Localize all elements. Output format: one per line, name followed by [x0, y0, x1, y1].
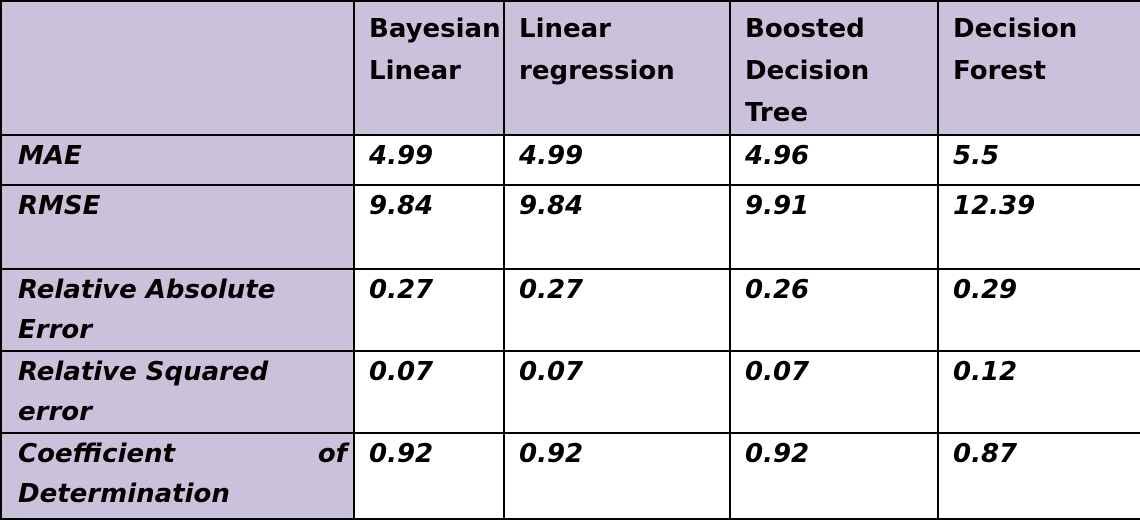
cell-coef-decision-forest: 0.87 — [937, 432, 1140, 520]
cell-rmse-linear-regression: 9.84 — [503, 184, 731, 270]
cell-rae-decision-forest: 0.29 — [937, 268, 1140, 352]
table-row-relative-absolute-error: Relative Absolute Error 0.27 0.27 0.26 0… — [0, 268, 1140, 352]
cell-rse-boosted-decision-tree: 0.07 — [729, 350, 939, 434]
row-label-relative-absolute-error: Relative Absolute Error — [0, 268, 355, 352]
cell-rmse-decision-forest: 12.39 — [937, 184, 1140, 270]
cell-mae-decision-forest: 5.5 — [937, 134, 1140, 186]
table-row-coefficient-of-determination: Coefficient of Determination 0.92 0.92 0… — [0, 432, 1140, 520]
cell-coef-bayesian-linear: 0.92 — [353, 432, 505, 520]
table-row-relative-squared-error: Relative Squared error 0.07 0.07 0.07 0.… — [0, 350, 1140, 434]
row-label-word-determination: Determination — [18, 479, 230, 509]
cell-rmse-boosted-decision-tree: 9.91 — [729, 184, 939, 270]
table-row-mae: MAE 4.99 4.99 4.96 5.5 — [0, 134, 1140, 186]
cell-mae-bayesian-linear: 4.99 — [353, 134, 505, 186]
header-boosted-decision-tree: Boosted Decision Tree — [729, 0, 939, 136]
header-corner-cell — [0, 0, 355, 136]
cell-coef-linear-regression: 0.92 — [503, 432, 731, 520]
header-linear-regression: Linear regression — [503, 0, 731, 136]
row-label-mae: MAE — [0, 134, 355, 186]
row-label-word-coefficient: Coefficient — [18, 439, 176, 469]
cell-rse-decision-forest: 0.12 — [937, 350, 1140, 434]
header-bayesian-linear: Bayesian Linear — [353, 0, 505, 136]
cell-mae-boosted-decision-tree: 4.96 — [729, 134, 939, 186]
cell-rse-bayesian-linear: 0.07 — [353, 350, 505, 434]
cell-rse-linear-regression: 0.07 — [503, 350, 731, 434]
cell-mae-linear-regression: 4.99 — [503, 134, 731, 186]
table-row-rmse: RMSE 9.84 9.84 9.91 12.39 — [0, 184, 1140, 270]
row-label-relative-squared-error: Relative Squared error — [0, 350, 355, 434]
header-row: Bayesian Linear Linear regression Booste… — [0, 0, 1140, 136]
row-label-rmse: RMSE — [0, 184, 355, 270]
cell-rae-linear-regression: 0.27 — [503, 268, 731, 352]
row-label-coefficient-line: Coefficient of — [18, 435, 347, 474]
header-decision-forest: Decision Forest — [937, 0, 1140, 136]
row-label-coefficient-of-determination: Coefficient of Determination — [0, 432, 355, 520]
cell-coef-boosted-decision-tree: 0.92 — [729, 432, 939, 520]
cell-rmse-bayesian-linear: 9.84 — [353, 184, 505, 270]
row-label-word-of: of — [317, 439, 347, 469]
cell-rae-bayesian-linear: 0.27 — [353, 268, 505, 352]
cell-rae-boosted-decision-tree: 0.26 — [729, 268, 939, 352]
